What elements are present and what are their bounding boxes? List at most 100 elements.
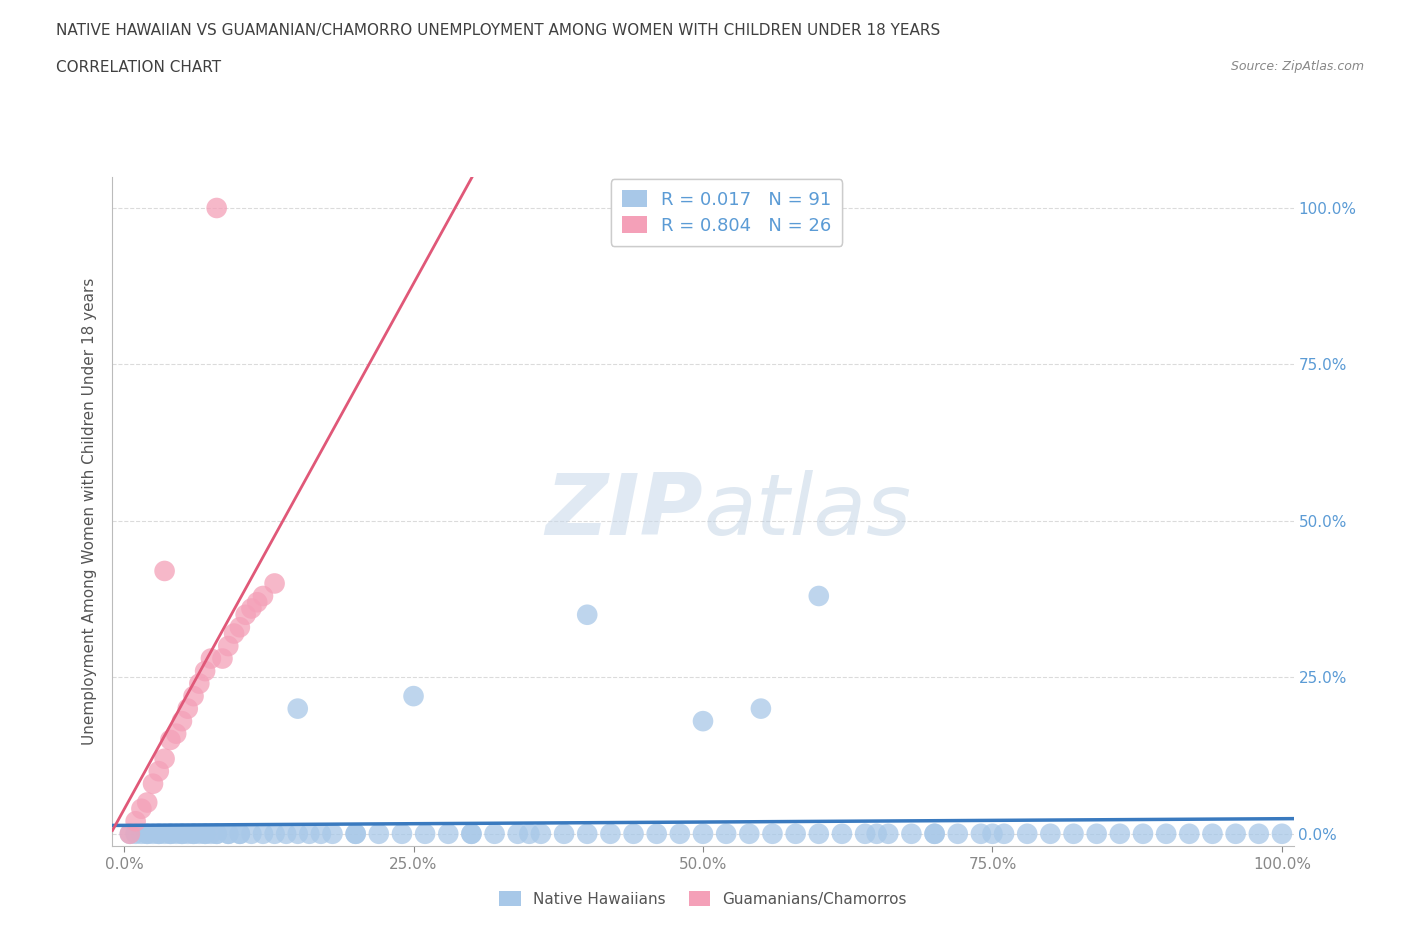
Point xyxy=(866,827,889,842)
Point xyxy=(321,827,343,842)
Point xyxy=(229,619,252,634)
Point xyxy=(159,827,181,842)
Point xyxy=(645,827,668,842)
Point xyxy=(222,626,245,641)
Point xyxy=(229,827,252,842)
Point xyxy=(205,201,228,216)
Point xyxy=(1247,827,1270,842)
Point xyxy=(142,777,165,791)
Point xyxy=(148,827,170,842)
Point xyxy=(136,827,159,842)
Point xyxy=(946,827,969,842)
Point xyxy=(1017,827,1039,842)
Point xyxy=(217,827,239,842)
Point xyxy=(402,689,425,704)
Point xyxy=(240,601,263,616)
Point xyxy=(576,827,599,842)
Point xyxy=(692,713,714,728)
Point xyxy=(183,827,205,842)
Point xyxy=(217,639,239,654)
Point xyxy=(211,651,233,666)
Point xyxy=(153,564,176,578)
Point xyxy=(530,827,553,842)
Point xyxy=(1108,827,1130,842)
Point xyxy=(142,827,165,842)
Point xyxy=(623,827,645,842)
Point xyxy=(391,827,413,842)
Point xyxy=(437,827,460,842)
Point xyxy=(200,651,222,666)
Point xyxy=(484,827,506,842)
Point xyxy=(1178,827,1201,842)
Point xyxy=(413,827,436,842)
Text: CORRELATION CHART: CORRELATION CHART xyxy=(56,60,221,75)
Text: atlas: atlas xyxy=(703,470,911,553)
Point xyxy=(831,827,853,842)
Point xyxy=(194,664,217,679)
Point xyxy=(165,726,187,741)
Y-axis label: Unemployment Among Women with Children Under 18 years: Unemployment Among Women with Children U… xyxy=(82,278,97,745)
Point xyxy=(118,827,141,842)
Text: NATIVE HAWAIIAN VS GUAMANIAN/CHAMORRO UNEMPLOYMENT AMONG WOMEN WITH CHILDREN UND: NATIVE HAWAIIAN VS GUAMANIAN/CHAMORRO UN… xyxy=(56,23,941,38)
Text: Source: ZipAtlas.com: Source: ZipAtlas.com xyxy=(1230,60,1364,73)
Legend: R = 0.017   N = 91, R = 0.804   N = 26: R = 0.017 N = 91, R = 0.804 N = 26 xyxy=(610,179,842,246)
Point xyxy=(692,827,714,842)
Point xyxy=(807,589,830,604)
Text: ZIP: ZIP xyxy=(546,470,703,553)
Point xyxy=(194,827,217,842)
Point xyxy=(118,827,141,842)
Point xyxy=(287,701,309,716)
Point xyxy=(194,827,217,842)
Point xyxy=(344,827,367,842)
Point xyxy=(246,595,269,610)
Point xyxy=(217,827,239,842)
Point xyxy=(877,827,900,842)
Point xyxy=(136,795,159,810)
Point xyxy=(970,827,993,842)
Point xyxy=(309,827,332,842)
Point xyxy=(252,827,274,842)
Point xyxy=(170,827,193,842)
Point xyxy=(170,827,193,842)
Point xyxy=(148,764,170,778)
Point xyxy=(159,733,181,748)
Point xyxy=(159,827,181,842)
Point xyxy=(669,827,692,842)
Point xyxy=(287,827,309,842)
Point xyxy=(924,827,946,842)
Point xyxy=(1132,827,1154,842)
Point xyxy=(188,676,211,691)
Point xyxy=(1063,827,1085,842)
Point xyxy=(517,827,540,842)
Point xyxy=(124,814,146,829)
Point xyxy=(136,827,159,842)
Point xyxy=(599,827,621,842)
Point xyxy=(367,827,389,842)
Point xyxy=(506,827,529,842)
Point xyxy=(235,607,257,622)
Point xyxy=(229,827,252,842)
Legend: Native Hawaiians, Guamanians/Chamorros: Native Hawaiians, Guamanians/Chamorros xyxy=(494,885,912,913)
Point xyxy=(205,827,228,842)
Point xyxy=(1271,827,1294,842)
Point xyxy=(1085,827,1108,842)
Point xyxy=(177,701,200,716)
Point xyxy=(252,589,274,604)
Point xyxy=(1154,827,1177,842)
Point xyxy=(924,827,946,842)
Point xyxy=(807,827,830,842)
Point xyxy=(344,827,367,842)
Point xyxy=(188,827,211,842)
Point xyxy=(749,701,772,716)
Point xyxy=(240,827,263,842)
Point xyxy=(148,827,170,842)
Point xyxy=(981,827,1004,842)
Point xyxy=(131,802,153,817)
Point xyxy=(553,827,575,842)
Point xyxy=(263,576,285,591)
Point xyxy=(460,827,482,842)
Point xyxy=(1039,827,1062,842)
Point xyxy=(124,827,146,842)
Point xyxy=(276,827,298,842)
Point xyxy=(714,827,737,842)
